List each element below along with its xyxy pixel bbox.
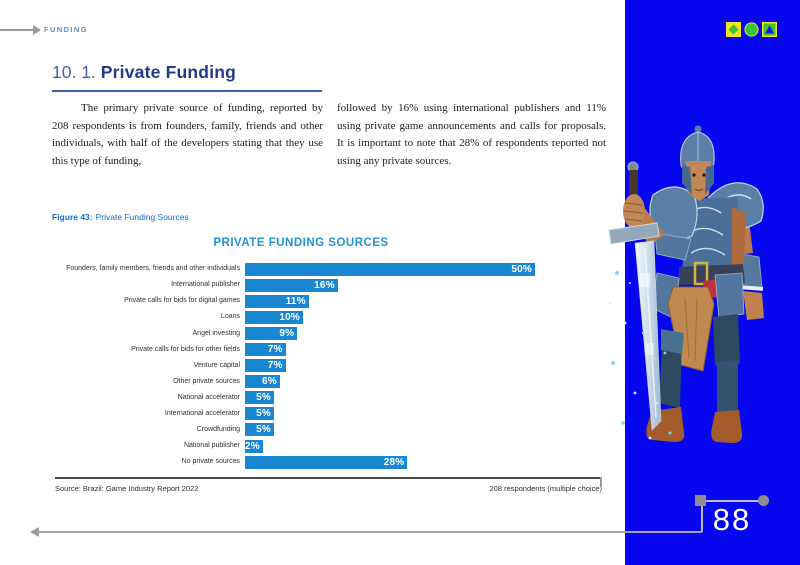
bar-category-label: Private calls for bids for digital games	[124, 297, 240, 305]
page-number-connector-line	[701, 501, 703, 532]
heading-underline	[52, 90, 322, 92]
bar-track: 7%	[245, 359, 602, 373]
bar-track: 5%	[245, 423, 602, 437]
footer-arrow-line	[38, 531, 702, 533]
chart-rule-tick	[600, 477, 602, 486]
bar: 5%	[245, 423, 274, 437]
bar-track: 5%	[245, 407, 602, 421]
bar-value-label: 16%	[314, 279, 335, 291]
bar-category-label: Venture capital	[193, 361, 240, 369]
page-number: 88	[712, 502, 752, 537]
bar-category-label: Loans	[220, 313, 240, 321]
bar-value-label: 28%	[383, 456, 405, 468]
chart-row: National accelerator 5%	[55, 390, 602, 406]
bar: 50%	[245, 262, 535, 276]
bar-category-label: National accelerator	[177, 393, 240, 401]
bar-track: 5%	[245, 391, 602, 405]
page-number-square-marker	[695, 495, 706, 506]
chart-row: Venture capital 7%	[55, 358, 602, 374]
bar-category-label: International accelerator	[164, 410, 240, 418]
chart-row: Other private sources 6%	[55, 374, 602, 390]
bar-category-label: National publisher	[183, 442, 240, 450]
bar-value-label: 50%	[511, 263, 532, 275]
bar: 7%	[245, 343, 286, 357]
bar-value-label: 9%	[279, 327, 295, 339]
panel-icons	[726, 22, 777, 37]
bar-category-label: Angel investing	[192, 329, 240, 337]
bar-value-label: 2%	[245, 440, 260, 452]
figure-caption: Figure 43: Private Funding Sources	[52, 212, 189, 222]
chart-row: Private calls for bids for other fields 7…	[55, 341, 602, 357]
header-arrow-line	[0, 29, 33, 31]
chart-row: Loans 10%	[55, 309, 602, 325]
page-number-circle-marker	[758, 495, 769, 506]
bar-category-label: Crowdfunding	[196, 426, 240, 434]
figure-caption-text: Private Funding Sources	[95, 212, 189, 222]
bar-chart: Founders, family members, friends and ot…	[55, 261, 602, 470]
triangle-in-square-icon	[762, 22, 777, 37]
bar: 9%	[245, 326, 298, 340]
bar-category-label: International publisher	[171, 281, 240, 289]
bar-value-label: 10%	[279, 311, 300, 323]
circle-icon	[744, 22, 759, 37]
chart-row: Private calls for bids for digital games…	[55, 293, 602, 309]
bar-category-label: No private sources	[181, 458, 240, 466]
bar-track: 28%	[245, 455, 602, 469]
bar-track: 16%	[245, 278, 602, 292]
chart-row: Founders, family members, friends and ot…	[55, 261, 602, 277]
bar: 16%	[245, 278, 338, 292]
bar-value-label: 5%	[256, 392, 271, 404]
bar-category-label: Founders, family members, friends and ot…	[66, 265, 240, 273]
chart-row: International publisher 16%	[55, 277, 602, 293]
bar-value-label: 7%	[267, 344, 283, 356]
bar: 7%	[245, 359, 286, 373]
bar: 10%	[245, 310, 303, 324]
bar-track: 2%	[245, 439, 602, 453]
page-number-top-line	[706, 500, 760, 502]
bar-value-label: 5%	[256, 408, 271, 420]
chart-row: No private sources 28%	[55, 454, 602, 470]
bar: 5%	[245, 407, 274, 421]
bar-track: 50%	[245, 262, 602, 276]
bar: 2%	[245, 439, 263, 453]
body-text-left-column: The primary private source of funding, r…	[52, 102, 323, 167]
bar-track: 9%	[245, 326, 602, 340]
bar-track: 11%	[245, 294, 602, 308]
footer-arrow-icon	[30, 527, 39, 537]
chart-row: Crowdfunding 5%	[55, 422, 602, 438]
bar: 11%	[245, 294, 309, 308]
bar-track: 6%	[245, 375, 602, 389]
header-arrow-icon	[33, 24, 41, 35]
figure-caption-label: Figure 43:	[52, 212, 93, 222]
diamond-in-square-icon	[726, 22, 741, 37]
section-number: 10. 1.	[52, 62, 96, 82]
bar-value-label: 5%	[256, 424, 271, 436]
running-head: FUNDING	[44, 25, 88, 34]
bar: 6%	[245, 375, 280, 389]
chart-row: National publisher 2%	[55, 438, 602, 454]
bar: 28%	[245, 455, 408, 469]
bar-category-label: Other private sources	[173, 377, 240, 385]
bar-track: 10%	[245, 310, 602, 324]
body-text-right-column: followed by 16% using international publ…	[337, 102, 606, 167]
knight-character-illustration	[608, 125, 764, 443]
section-title: Private Funding	[100, 62, 237, 82]
bar-value-label: 6%	[261, 376, 277, 388]
bar-value-label: 7%	[267, 360, 283, 372]
bar-track: 7%	[245, 343, 602, 357]
chart-respondents-note: 208 respondents (multiple choice)	[489, 484, 602, 493]
bar-value-label: 11%	[285, 295, 306, 307]
section-heading: 10. 1. Private Funding	[52, 62, 236, 83]
chart-bottom-rule	[55, 477, 602, 479]
bar-category-label: Private calls for bids for other fields	[131, 345, 240, 353]
chart-title: PRIVATE FUNDING SOURCES	[213, 237, 389, 249]
chart-source: Source: Brazil: Game Industry Report 202…	[55, 484, 199, 493]
bar: 5%	[245, 391, 274, 405]
chart-row: Angel investing 9%	[55, 325, 602, 341]
chart-row: International accelerator 5%	[55, 406, 602, 422]
